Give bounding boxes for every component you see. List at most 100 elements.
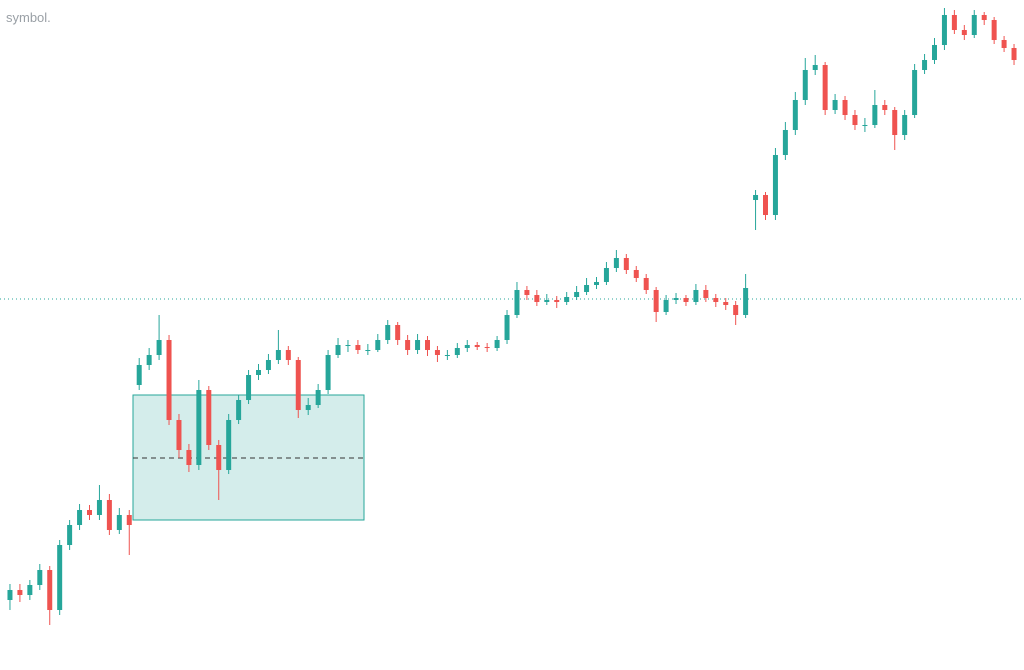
- candle-body: [872, 105, 878, 125]
- candle-body: [126, 515, 132, 525]
- candle-body: [961, 30, 967, 35]
- candle-body: [991, 20, 997, 40]
- candle-body: [534, 295, 540, 302]
- candle-body: [315, 390, 321, 405]
- candle-body: [365, 350, 371, 351]
- candle-body: [554, 300, 560, 302]
- candle-body: [57, 545, 63, 610]
- candle-body: [395, 325, 401, 340]
- candle-body: [295, 360, 301, 410]
- candle-body: [852, 115, 858, 125]
- candle-body: [862, 125, 868, 126]
- candle-body: [87, 510, 92, 515]
- candle-body: [603, 268, 609, 282]
- candle-body: [623, 258, 629, 270]
- candle-body: [265, 360, 271, 370]
- candle-body: [941, 15, 947, 45]
- candle-body: [216, 445, 222, 470]
- candle-body: [912, 70, 918, 115]
- candle-body: [256, 370, 261, 375]
- candle-body: [514, 290, 520, 315]
- candle-body: [27, 585, 33, 595]
- candle-body: [683, 298, 689, 302]
- candle-body: [206, 390, 212, 445]
- candle-body: [902, 115, 908, 135]
- candle-body: [335, 345, 341, 355]
- candle-body: [96, 500, 102, 515]
- candle-body: [792, 100, 798, 130]
- candle-body: [643, 278, 649, 290]
- symbol-label: symbol.: [6, 10, 51, 25]
- candle-body: [434, 350, 440, 355]
- candle-body: [196, 390, 202, 465]
- candle-body: [156, 340, 162, 355]
- candle-body: [633, 270, 639, 278]
- candle-body: [822, 65, 828, 110]
- candle-body: [733, 305, 739, 315]
- candle-body: [464, 345, 470, 348]
- candle-body: [275, 350, 281, 360]
- candle-body: [693, 290, 699, 302]
- candle-body: [564, 297, 570, 302]
- candle-body: [454, 348, 460, 355]
- candle-body: [17, 590, 23, 595]
- candle-body: [136, 365, 142, 385]
- candle-body: [763, 195, 768, 215]
- candle-body: [226, 420, 232, 470]
- candle-body: [77, 510, 83, 525]
- candle-body: [474, 345, 480, 347]
- candle-body: [345, 345, 351, 346]
- candle-body: [444, 355, 450, 356]
- candle-body: [772, 155, 778, 215]
- candle-body: [713, 298, 719, 302]
- candle-body: [594, 282, 599, 285]
- candle-body: [753, 195, 759, 200]
- candle-body: [832, 100, 838, 110]
- candle-body: [305, 405, 311, 410]
- candle-body: [494, 340, 500, 348]
- candle-body: [842, 100, 848, 115]
- candle-body: [236, 400, 242, 420]
- candle-body: [932, 45, 937, 60]
- candle-body: [116, 515, 122, 530]
- candle-body: [425, 340, 430, 350]
- candle-body: [951, 15, 957, 30]
- candle-body: [882, 105, 888, 110]
- candle-body: [892, 110, 898, 135]
- candle-body: [186, 450, 192, 465]
- candle-body: [1011, 48, 1017, 60]
- candle-body: [584, 285, 590, 292]
- candle-body: [971, 15, 977, 35]
- candle-body: [504, 315, 510, 340]
- candle-body: [325, 355, 331, 390]
- candle-body: [7, 590, 13, 600]
- candle-body: [67, 525, 73, 545]
- candle-body: [743, 288, 749, 315]
- candle-body: [415, 340, 421, 350]
- candle-body: [375, 340, 381, 350]
- candle-body: [37, 570, 43, 585]
- candle-body: [285, 350, 291, 360]
- candle-body: [981, 15, 987, 20]
- candle-body: [782, 130, 788, 155]
- candle-body: [802, 70, 808, 100]
- candle-body: [673, 298, 679, 300]
- candle-body: [176, 420, 182, 450]
- candle-body: [355, 345, 361, 350]
- candle-body: [47, 570, 53, 610]
- candle-body: [246, 375, 252, 400]
- candle-body: [653, 290, 659, 312]
- candle-body: [574, 292, 580, 297]
- candle-body: [524, 290, 530, 295]
- candle-body: [812, 65, 818, 70]
- candle-body: [703, 290, 709, 298]
- candle-body: [385, 325, 391, 340]
- candle-body: [1001, 40, 1007, 48]
- candle-body: [405, 340, 411, 350]
- candle-body: [484, 347, 490, 348]
- candle-body: [544, 300, 550, 302]
- candle-body: [146, 355, 152, 365]
- candle-body: [613, 258, 619, 268]
